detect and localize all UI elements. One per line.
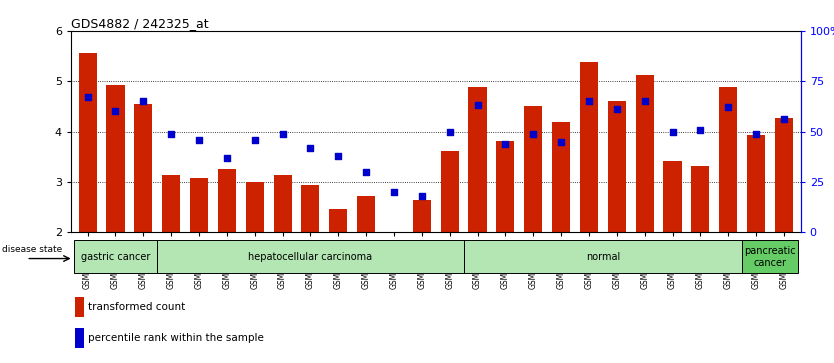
Text: disease state: disease state — [2, 245, 62, 254]
Bar — [75, 328, 84, 348]
Bar — [747, 135, 765, 232]
Bar — [440, 151, 459, 232]
Point — [694, 127, 707, 132]
Point — [610, 106, 624, 112]
Point — [777, 117, 791, 122]
Bar — [719, 87, 737, 232]
Point — [332, 153, 345, 159]
Bar — [775, 118, 793, 232]
Point — [387, 189, 400, 195]
Bar — [274, 175, 292, 232]
Bar — [580, 62, 598, 232]
Bar — [162, 175, 180, 232]
Point — [108, 109, 122, 114]
Point — [359, 169, 373, 175]
Bar — [246, 182, 264, 232]
Point — [638, 98, 651, 104]
Point — [137, 98, 150, 104]
Bar — [385, 232, 403, 275]
Bar — [134, 104, 153, 232]
Bar — [636, 75, 654, 232]
Point — [582, 98, 595, 104]
Bar — [691, 166, 710, 232]
Text: pancreatic
cancer: pancreatic cancer — [744, 246, 796, 268]
Text: transformed count: transformed count — [88, 302, 185, 312]
Point — [415, 193, 429, 199]
Bar — [75, 297, 84, 317]
FancyBboxPatch shape — [464, 240, 742, 273]
Bar — [301, 185, 319, 232]
Text: gastric cancer: gastric cancer — [81, 252, 150, 262]
Point — [471, 102, 485, 108]
Bar — [107, 85, 124, 232]
Bar — [608, 101, 626, 232]
Point — [81, 94, 94, 100]
Text: normal: normal — [585, 252, 620, 262]
Point — [499, 141, 512, 147]
Bar — [496, 140, 515, 232]
Bar — [469, 87, 486, 232]
Bar — [413, 200, 431, 232]
Point — [721, 105, 735, 110]
Point — [555, 139, 568, 144]
Point — [750, 131, 763, 136]
Point — [304, 145, 317, 151]
Text: hepatocellular carcinoma: hepatocellular carcinoma — [249, 252, 373, 262]
FancyBboxPatch shape — [73, 240, 158, 273]
Point — [276, 131, 289, 136]
Point — [193, 137, 206, 143]
Point — [220, 155, 234, 161]
FancyBboxPatch shape — [742, 240, 798, 273]
Point — [248, 137, 261, 143]
Bar — [329, 209, 347, 232]
Text: percentile rank within the sample: percentile rank within the sample — [88, 333, 264, 343]
Bar — [78, 53, 97, 232]
Bar — [525, 106, 542, 232]
Point — [443, 129, 456, 134]
Bar — [218, 170, 236, 232]
Point — [526, 131, 540, 136]
Text: GDS4882 / 242325_at: GDS4882 / 242325_at — [71, 17, 208, 30]
FancyBboxPatch shape — [158, 240, 464, 273]
Point — [164, 131, 178, 136]
Bar — [190, 178, 208, 232]
Bar — [664, 161, 681, 232]
Point — [666, 129, 679, 134]
Bar — [357, 196, 375, 232]
Bar — [552, 122, 570, 232]
